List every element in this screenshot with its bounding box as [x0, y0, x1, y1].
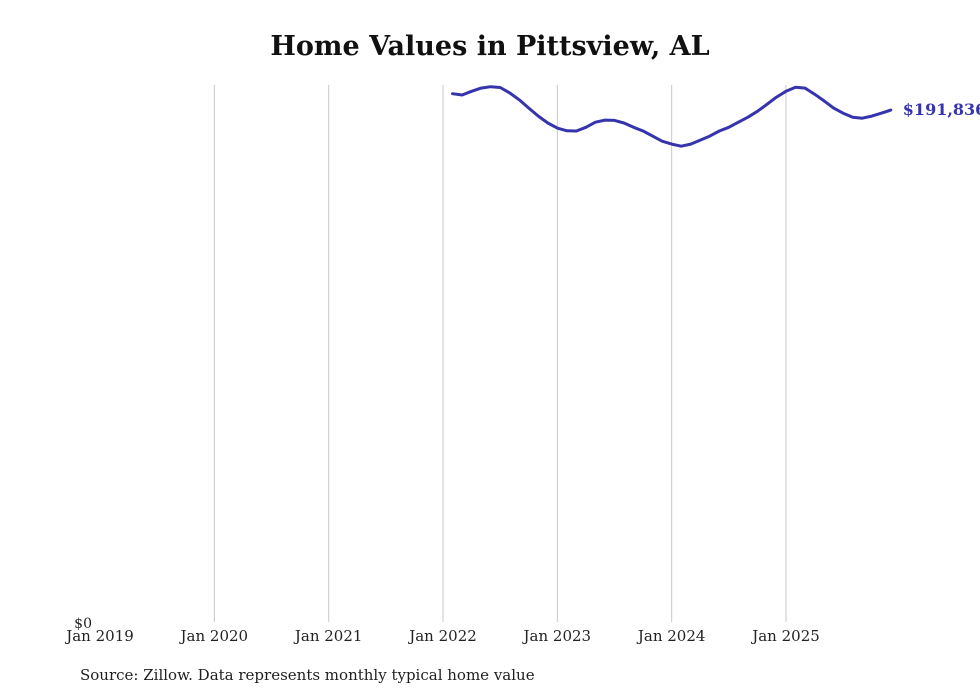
x-tick-label: Jan 2025 — [750, 627, 820, 645]
current-value-label: $191,836 — [903, 100, 980, 119]
x-tick-label: Jan 2020 — [179, 627, 249, 645]
x-tick-label: Jan 2022 — [407, 627, 477, 645]
chart-title: Home Values in Pittsview, AL — [270, 31, 710, 62]
x-axis-tick-labels: Jan 2019 Jan 2020 Jan 2021 Jan 2022 Jan 2023… — [64, 627, 820, 645]
x-tick-label: Jan 2023 — [522, 627, 592, 645]
gridlines-group — [213, 85, 787, 622]
y-axis-zero-label: $0 — [74, 616, 92, 632]
x-tick-label: Jan 2021 — [293, 627, 363, 645]
x-tick-label: Jan 2024 — [636, 627, 706, 645]
home-value-line — [451, 85, 893, 148]
x-tick-label: Jan 2019 — [64, 627, 134, 645]
source-note: Source: Zillow. Data represents monthly … — [80, 666, 535, 684]
